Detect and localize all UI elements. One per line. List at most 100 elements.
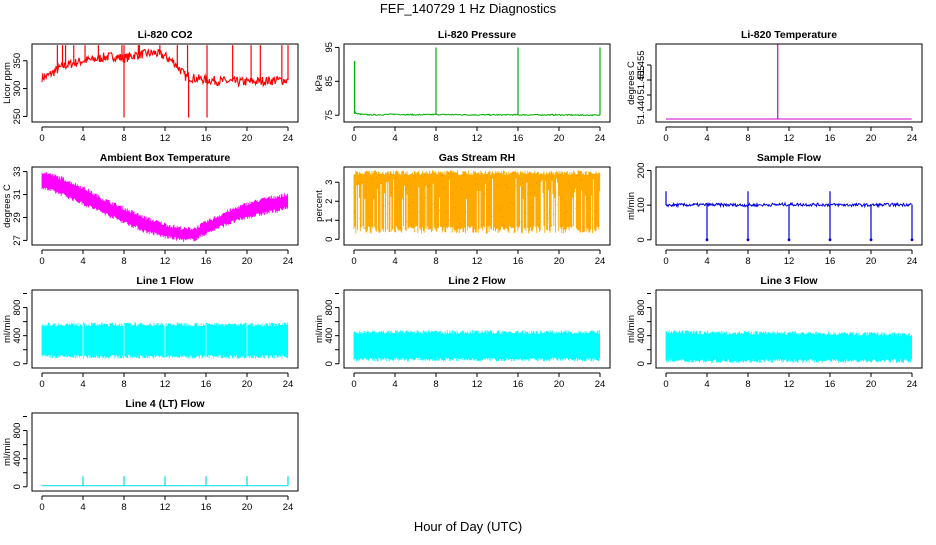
y-tick-label: 100 <box>636 197 647 213</box>
x-tick-label: 8 <box>745 256 750 267</box>
y-axis-label: ml/min <box>314 315 325 343</box>
x-tick-label: 4 <box>80 256 85 267</box>
x-tick-label: 4 <box>80 379 85 390</box>
y-tick-label: 800 <box>12 300 23 316</box>
x-tick-label: 12 <box>160 133 171 144</box>
x-tick-label: 12 <box>784 379 795 390</box>
y-tick-label: 29 <box>12 212 23 223</box>
x-tick-label: 24 <box>907 256 918 267</box>
panel-title: Ambient Box Temperature <box>100 152 231 164</box>
x-tick-label: 4 <box>704 379 709 390</box>
plot-frame <box>31 166 299 246</box>
x-tick-label: 16 <box>513 379 524 390</box>
y-axis-label: ml/min <box>2 438 13 466</box>
y-tick-label: 0 <box>324 361 335 366</box>
data-band <box>665 330 913 363</box>
x-tick-label: 20 <box>866 133 877 144</box>
y-tick-label: 0 <box>12 484 23 489</box>
x-tick-label: 8 <box>433 256 438 267</box>
x-tick-label: 24 <box>283 133 294 144</box>
x-tick-label: 20 <box>866 379 877 390</box>
x-tick-label: 16 <box>201 502 212 513</box>
data-line <box>353 111 601 117</box>
y-tick-label: 95 <box>324 42 335 53</box>
y-tick-label: 85 <box>324 76 335 87</box>
x-tick-label: 4 <box>392 379 397 390</box>
x-tick-label: 8 <box>121 256 126 267</box>
x-tick-label: 24 <box>595 379 606 390</box>
x-tick-label: 4 <box>704 256 709 267</box>
data-band <box>353 170 601 234</box>
x-tick-label: 12 <box>784 133 795 144</box>
data-point <box>705 238 709 242</box>
x-tick-label: 0 <box>39 133 44 144</box>
plot-frame <box>343 166 611 246</box>
x-tick-label: 0 <box>351 379 356 390</box>
y-tick-label: 300 <box>12 81 23 97</box>
plot-frame <box>31 43 299 123</box>
y-tick-label: 27 <box>12 235 23 246</box>
x-tick-label: 16 <box>513 133 524 144</box>
y-tick-label: 400 <box>12 451 23 467</box>
data-point <box>828 238 832 242</box>
y-tick-label: 51.440 <box>636 95 647 124</box>
x-tick-label: 0 <box>39 502 44 513</box>
x-tick-label: 12 <box>160 502 171 513</box>
y-axis-label: degrees C <box>626 61 637 105</box>
plot-frame <box>31 289 299 369</box>
x-tick-label: 24 <box>595 256 606 267</box>
x-tick-label: 0 <box>39 379 44 390</box>
data-band <box>353 330 601 362</box>
x-tick-label: 0 <box>351 256 356 267</box>
x-tick-label: 12 <box>472 133 483 144</box>
x-tick-label: 8 <box>433 379 438 390</box>
panel-title: Line 4 (LT) Flow <box>125 398 205 410</box>
panel-pressure: Li-820 Pressure kPa 0 4 8 12 16 20 24 75 85 95 <box>314 29 611 144</box>
x-tick-label: 12 <box>472 256 483 267</box>
y-tick-label: 400 <box>12 328 23 344</box>
x-tick-label: 16 <box>513 256 524 267</box>
x-tick-label: 16 <box>201 256 212 267</box>
plot-frame <box>655 289 923 369</box>
figure-title: FEF_140729 1 Hz Diagnostics <box>380 1 557 16</box>
y-tick-label: 51.455 <box>636 50 647 79</box>
y-tick-label: 0 <box>324 237 335 242</box>
y-tick-label: 3 <box>324 180 335 185</box>
y-axis-label: percent <box>314 190 325 222</box>
x-tick-label: 0 <box>663 256 668 267</box>
y-axis-label: Licor ppm <box>2 62 13 104</box>
x-tick-label: 8 <box>745 379 750 390</box>
x-tick-label: 12 <box>472 379 483 390</box>
data-point <box>910 238 914 242</box>
y-tick-label: 350 <box>12 53 23 69</box>
x-tick-label: 24 <box>907 133 918 144</box>
data-point <box>746 238 750 242</box>
x-tick-label: 12 <box>160 379 171 390</box>
x-tick-label: 20 <box>242 502 253 513</box>
y-tick-label: 250 <box>12 108 23 124</box>
plot-frame <box>31 412 299 492</box>
x-tick-label: 4 <box>704 133 709 144</box>
data-texture <box>354 172 600 230</box>
plot-frame <box>343 289 611 369</box>
x-tick-label: 24 <box>283 256 294 267</box>
x-tick-label: 8 <box>121 502 126 513</box>
plot-frame <box>655 43 923 123</box>
y-tick-label: 0 <box>636 237 647 242</box>
panel-line1: Line 1 Flow ml/min 0 4 8 12 16 20 24 0 400 800 <box>2 275 299 390</box>
panel-line3: Line 3 Flow ml/min 0 4 8 12 16 20 24 0 400 800 <box>626 275 923 390</box>
y-tick-label: 200 <box>636 163 647 179</box>
y-tick-label: 75 <box>324 110 335 121</box>
x-tick-label: 20 <box>866 256 877 267</box>
y-tick-label: 1 <box>324 218 335 223</box>
panel-line2: Line 2 Flow ml/min 0 4 8 12 16 20 24 0 400 800 <box>314 275 611 390</box>
y-axis-label: ml/min <box>626 315 637 343</box>
x-tick-label: 0 <box>39 256 44 267</box>
x-tick-label: 20 <box>554 379 565 390</box>
y-axis-label: degrees C <box>2 184 13 228</box>
x-tick-label: 24 <box>595 133 606 144</box>
y-tick-label: 51.455 <box>636 65 647 94</box>
x-tick-label: 0 <box>663 133 668 144</box>
